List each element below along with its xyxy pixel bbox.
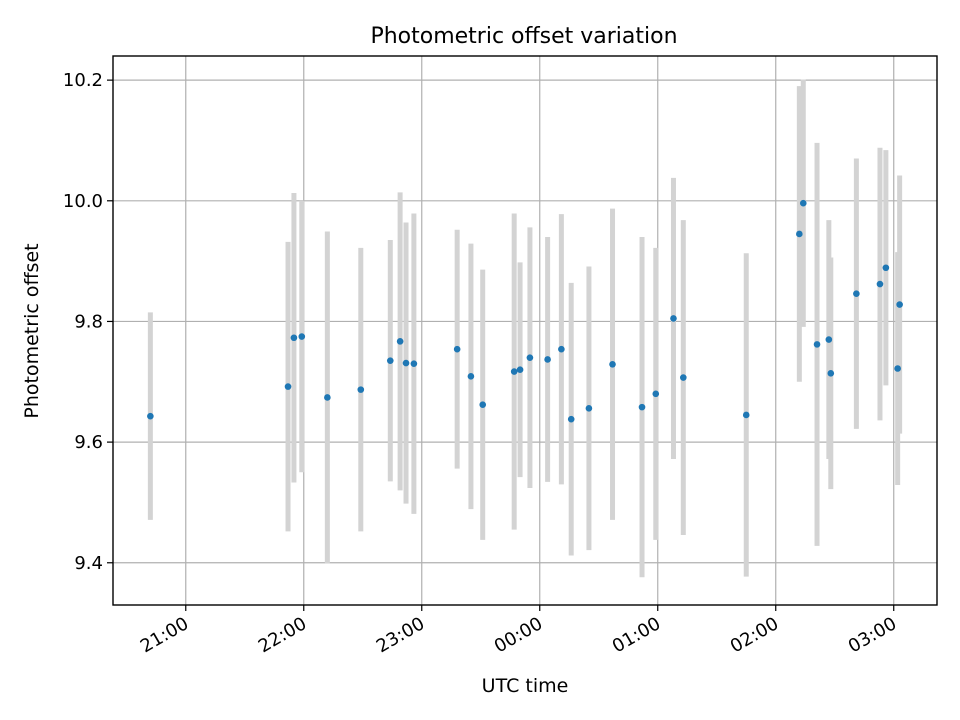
data-point (479, 401, 487, 409)
x-axis-label: UTC time (482, 675, 569, 697)
x-tick-label: 00:00 (491, 613, 546, 657)
data-point (896, 301, 903, 308)
y-tick-label: 9.6 (74, 432, 103, 453)
data-point (796, 230, 803, 238)
data-point (510, 368, 518, 375)
data-point (410, 360, 418, 367)
error-bars (147, 79, 903, 578)
y-tick-label: 10.2 (63, 70, 103, 91)
data-point (585, 405, 593, 412)
x-tick-label: 01:00 (609, 613, 664, 657)
data-point (558, 345, 565, 353)
data-point (284, 383, 292, 390)
data-point (357, 386, 365, 393)
x-axis-ticks: 21:00 22:00 23:00 00:00 01:00 02:00 03:00 (137, 605, 900, 657)
data-point (147, 412, 154, 420)
data-point (742, 411, 750, 419)
x-tick-label: 22:00 (255, 613, 310, 657)
data-point (516, 366, 524, 374)
x-tick-label: 02:00 (727, 613, 782, 657)
y-tick-label: 9.4 (74, 553, 103, 574)
data-point (402, 359, 410, 367)
chart-title: Photometric offset variation (370, 24, 677, 49)
y-tick-label: 9.8 (74, 311, 103, 332)
data-point (680, 374, 687, 381)
x-tick-label: 23:00 (373, 613, 428, 657)
plot-frame (112, 55, 938, 606)
data-point (799, 199, 807, 207)
data-point (609, 360, 616, 368)
data-point (670, 315, 677, 322)
data-points (147, 199, 903, 423)
data-point (876, 280, 884, 288)
y-tick-label: 10.0 (63, 191, 103, 212)
data-point (324, 394, 331, 401)
grid-lines (113, 56, 937, 605)
data-point (467, 373, 475, 380)
data-point (652, 390, 660, 398)
data-point (396, 338, 404, 345)
data-point (894, 365, 901, 372)
x-tick-label: 21:00 (137, 613, 192, 657)
data-point (386, 357, 394, 364)
data-point (638, 403, 646, 411)
y-axis-ticks: 9.4 9.6 9.8 10.0 10.2 (63, 70, 113, 574)
data-point (813, 341, 821, 348)
data-point (827, 370, 835, 377)
data-point (526, 354, 534, 361)
data-point (853, 290, 860, 297)
data-point (882, 264, 890, 272)
data-point (290, 334, 298, 342)
data-point (453, 345, 461, 353)
data-point (567, 415, 575, 423)
x-tick-label: 03:00 (845, 613, 900, 657)
data-point (544, 356, 551, 363)
y-axis-label: Photometric offset (21, 243, 43, 418)
data-point (825, 336, 833, 343)
data-point (298, 333, 306, 340)
